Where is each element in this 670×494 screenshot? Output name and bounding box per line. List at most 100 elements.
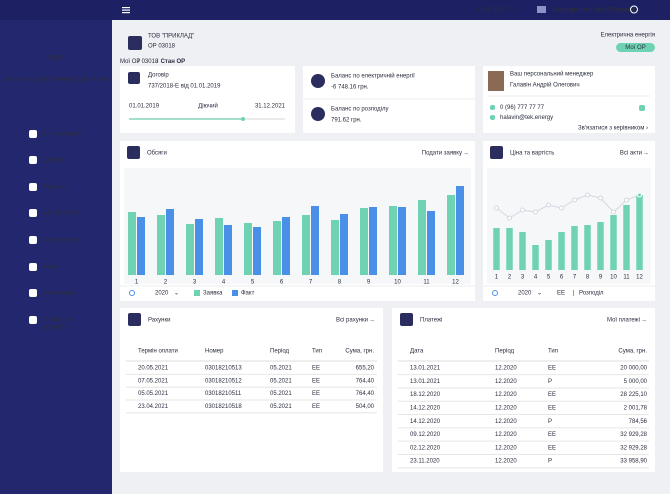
filter[interactable]: Розподіл (579, 291, 604, 297)
point (624, 197, 629, 203)
x-tick-label: 3 (193, 280, 197, 286)
cell: 5 000,00 (624, 379, 648, 385)
cell: 05.2021 (270, 366, 292, 372)
menu-item[interactable]: Договір (44, 158, 65, 164)
bar (532, 245, 539, 270)
mail-icon (537, 6, 546, 13)
arrow: → (641, 318, 647, 324)
breadcrumb-item[interactable]: 03018 (142, 59, 159, 65)
x-tick-label: 4 (222, 280, 226, 286)
bar (186, 224, 194, 275)
chart-link[interactable]: Подати заявку (422, 151, 462, 157)
menu-item[interactable]: Рахунки (44, 185, 66, 191)
cell: 28 225,10 (620, 392, 647, 398)
filter[interactable]: ЕЕ (557, 291, 565, 297)
legend-label[interactable]: Заявка (203, 291, 223, 297)
point (598, 195, 603, 201)
legend-label[interactable]: Факт (241, 291, 255, 297)
cell: Р (548, 379, 552, 385)
x-tick-label: 12 (452, 280, 459, 286)
menu-item[interactable]: Споживання (44, 238, 79, 244)
bar (636, 195, 643, 270)
icon (490, 146, 503, 159)
column-header: Сума, грн. (618, 349, 647, 355)
bar (195, 219, 203, 275)
bar (447, 195, 455, 275)
cell: ЕЕ (312, 378, 320, 384)
legend-swatch (194, 290, 200, 296)
x-tick-label: 12 (636, 275, 643, 281)
bar (610, 215, 617, 270)
cell: 33 958,90 (620, 459, 647, 465)
cell: ЕЕ (548, 445, 556, 451)
chart-link[interactable]: Всі акти (620, 151, 642, 157)
contact-link[interactable]: Зв'язатися з керівником › (578, 126, 648, 132)
icon (29, 289, 37, 297)
breadcrumb-item[interactable]: Мої ОР (120, 59, 140, 65)
refresh-icon[interactable] (492, 290, 498, 296)
cell: 655,20 (356, 366, 375, 372)
x-tick-label: 6 (560, 275, 564, 281)
button-label[interactable]: Мої ОР (625, 45, 645, 51)
icon (490, 105, 495, 110)
table-link[interactable]: Мої платежі (607, 318, 640, 324)
separator: | (573, 291, 575, 297)
cell: 07.05.2021 (138, 378, 169, 384)
email[interactable]: halavin@tek.energy (500, 115, 553, 121)
cell: 14.12.2020 (410, 405, 441, 411)
table-link[interactable]: Всі рахунки (336, 318, 368, 324)
x-tick-label: 1 (495, 275, 499, 281)
bar (273, 221, 281, 275)
year-select[interactable]: 2020 (155, 291, 169, 297)
menu-item[interactable]: Акти звірки (44, 291, 75, 297)
icon (311, 107, 325, 121)
cell: 32 929,28 (620, 432, 647, 438)
caret: ⌄ (537, 291, 542, 297)
button[interactable] (616, 43, 655, 52)
cell: ЕЕ (312, 366, 320, 372)
bar (506, 228, 513, 270)
cell: 20 000,00 (620, 366, 647, 372)
legend-swatch (232, 290, 238, 296)
card (483, 66, 655, 133)
column-header: Період (270, 349, 290, 355)
cell: 03018210518 (205, 404, 242, 410)
top-bar (0, 0, 670, 20)
bar (623, 205, 630, 270)
progress-knob (241, 117, 245, 121)
menu-item[interactable]: Стан рахунку (44, 132, 81, 138)
cell: 03018210512 (205, 378, 242, 384)
chart-title: Ціна та вартість (510, 151, 554, 157)
icon (128, 313, 141, 326)
line (496, 194, 640, 219)
balance-value: -6 748.16 грн. (331, 85, 369, 91)
menu-icon[interactable] (122, 7, 130, 14)
cell: 504,00 (356, 404, 375, 410)
refresh-icon[interactable] (129, 290, 135, 296)
bar (137, 217, 145, 275)
user-name[interactable]: Бондаренко Сергій Петрович (553, 7, 641, 14)
cell: 13.01.2021 (410, 379, 441, 385)
bar (369, 207, 377, 275)
x-tick-label: 9 (367, 280, 371, 286)
breadcrumb-item: Стан ОР (161, 59, 186, 65)
bar (282, 217, 290, 275)
user-icon[interactable] (630, 5, 638, 14)
icon (128, 72, 140, 84)
menu-item[interactable]: Оборотна відомість (44, 317, 72, 331)
cell: 12.2020 (495, 432, 517, 438)
x-tick-label: 3 (521, 275, 525, 281)
year-select[interactable]: 2020 (518, 291, 532, 297)
icon (29, 316, 37, 324)
menu-item[interactable]: Акти (44, 265, 57, 271)
plot-bg (124, 168, 471, 284)
icon (29, 236, 37, 244)
arrow: → (643, 151, 649, 157)
bar (519, 232, 526, 270)
x-tick-label: 7 (309, 280, 313, 286)
menu-item[interactable]: Мої платежі (44, 211, 77, 217)
separator: / (157, 59, 159, 65)
chart-title: Обсяги (147, 151, 167, 157)
bar (331, 220, 339, 275)
cell: 02.12.2020 (410, 445, 441, 451)
